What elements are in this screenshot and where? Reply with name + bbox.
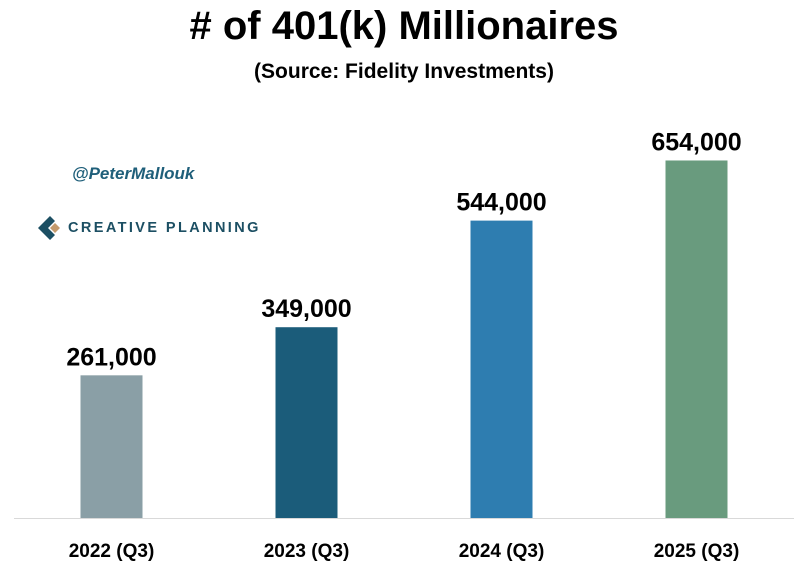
brand-name: CREATIVE PLANNING (68, 220, 261, 236)
brand-logo: CREATIVE PLANNING (38, 216, 261, 240)
data-label-3: 544,000 (456, 189, 546, 217)
social-handle: @PeterMallouk (72, 164, 195, 183)
data-label-4: 654,000 (651, 128, 741, 156)
chart-title: # of 401(k) Millionaires (189, 4, 619, 48)
x-tick-label-3: 2024 (Q3) (459, 541, 545, 562)
x-tick-label-2: 2023 (Q3) (264, 541, 350, 562)
bar-4 (665, 160, 728, 519)
data-label-1: 261,000 (66, 343, 156, 371)
chart-subtitle: (Source: Fidelity Investments) (254, 60, 554, 83)
bar-2 (275, 327, 338, 518)
data-label-2: 349,000 (261, 295, 351, 323)
x-tick-label-1: 2022 (Q3) (69, 541, 155, 562)
bar-3 (470, 220, 533, 518)
creative-planning-c-logo-icon (38, 216, 60, 240)
bar-1 (80, 375, 143, 518)
x-tick-label-4: 2025 (Q3) (654, 541, 740, 562)
